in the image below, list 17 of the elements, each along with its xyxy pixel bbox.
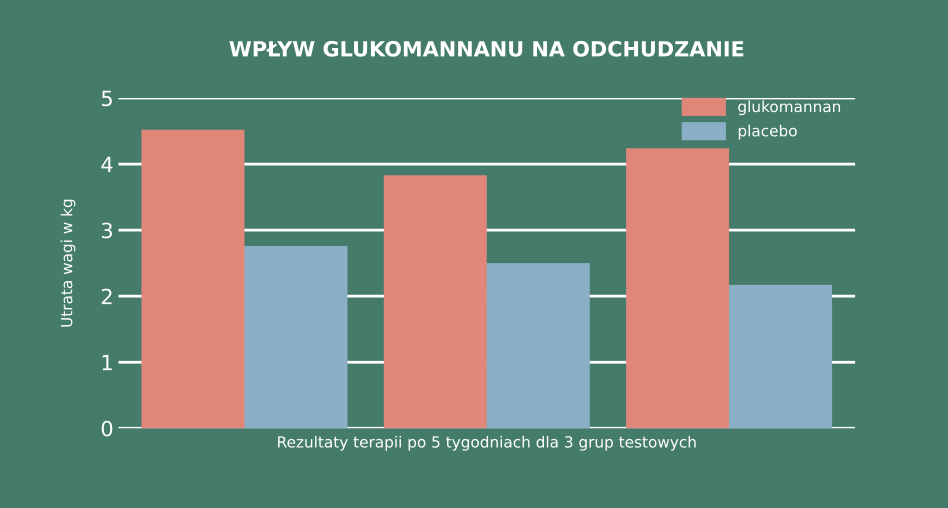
bar [729,284,832,428]
y-axis-title: Utrata wagi w kg [60,200,76,327]
bar [142,130,244,428]
y-tick-label: 4 [101,156,112,172]
bar [486,263,590,428]
y-tick-label: 2 [102,288,112,304]
bar [244,246,348,428]
chart-title: WPŁYW GLUKOMANNANU NA ODCHUDZANIE [229,40,744,57]
bar [626,148,730,428]
x-axis-title: Rezultaty terapii po 5 tygodniach dla 3 grup testowych [278,436,696,451]
legend-label: placebo [738,124,797,140]
bar [384,175,487,428]
y-tick-label: 1 [102,354,112,370]
legend-label: glukomannan [738,100,840,116]
y-tick-label: 0 [102,420,112,436]
y-tick-label: 5 [102,90,112,106]
y-tick-label: 3 [102,222,112,238]
